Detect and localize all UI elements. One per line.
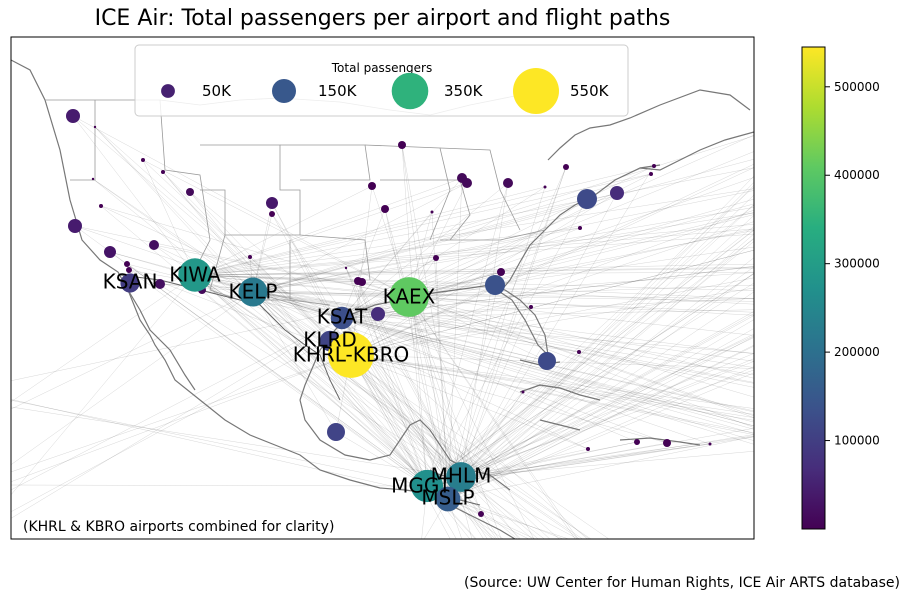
airport-marker [538,352,556,370]
map-frame [10,36,755,540]
airport-marker-kelp [238,277,268,307]
colorbar: 100000 200000 300000 400000 500000 [801,46,880,530]
airport-marker-khrl-kbro [328,332,374,378]
airport-marker [529,305,533,309]
airport-label-klrd: KLRD [303,328,357,352]
airport-marker [462,178,472,188]
airport-marker [652,164,656,168]
airport-marker [161,170,165,174]
airport-marker [93,125,97,129]
airport-marker [358,278,366,286]
airport-marker [368,182,376,190]
legend-entries: 50K 150K 350K 550K [161,68,610,114]
colorbar-tick-label: 300000 [834,257,880,271]
colorbar-tick-label: 200000 [834,345,880,359]
footnote: (KHRL & KBRO airports combined for clari… [23,519,334,535]
airport-marker [521,390,525,394]
colorbar-tick-label: 400000 [834,168,880,182]
legend-label: 150K [318,82,358,100]
airport-marker [124,261,130,267]
airport-marker [610,186,624,200]
airport-label-mggt: MGGT [391,474,452,498]
airport-marker [433,255,439,261]
airport-marker [248,255,252,259]
colorbar-ticks: 100000 200000 300000 400000 500000 [825,80,880,448]
airport-marker [186,188,194,196]
airport-marker [66,109,80,123]
legend-marker [272,79,296,103]
airport-label-ksat: KSAT [317,305,368,329]
airport-marker [663,439,671,447]
airport-marker [634,439,640,445]
airport-marker [269,211,275,217]
airport-marker [563,164,569,170]
airport-marker [708,442,712,446]
legend-marker [391,72,429,110]
airport-label-mslp: MSLP [421,486,474,510]
airport-label-kaex: KAEX [383,285,436,309]
airport-marker [497,268,505,276]
airport-marker [266,197,278,209]
airport-label-ksan: KSAN [103,270,158,294]
airport-marker [430,210,434,214]
legend-label: 50K [202,82,232,100]
airport-marker [577,350,581,354]
airport-marker-kaex [389,277,429,317]
colorbar-tick-label: 500000 [834,80,880,94]
map-title: ICE Air: Total passengers per airport an… [94,6,671,31]
airport-marker [398,141,406,149]
airport-marker [577,189,597,209]
airport-marker [371,307,385,321]
airport-markers [66,109,712,517]
legend: Total passengers 50K 150K 350K 550K [134,44,629,117]
airport-marker [586,447,590,451]
source-note: (Source: UW Center for Human Rights, ICE… [464,575,900,591]
airport-marker [503,178,513,188]
airport-marker [485,275,505,295]
colorbar-gradient [801,46,826,530]
airport-marker [155,279,165,289]
airport-marker [104,246,116,258]
airport-marker [578,226,582,230]
airport-marker-mhlm [446,462,476,492]
colorbar-tick-label: 100000 [834,434,880,448]
airport-marker-mslp [435,486,461,512]
airport-label-mhlm: MHLM [431,464,492,488]
airport-label-kiwa: KIWA [169,263,221,287]
airport-marker [126,267,132,273]
airport-marker [68,219,82,233]
airport-marker [91,177,95,181]
legend-label: 350K [444,82,484,100]
airport-label-kelp: KELP [229,280,278,304]
airport-label-khrl-kbro: KHRL-KBRO [293,343,410,367]
legend-label: 550K [570,82,610,100]
airport-marker [327,423,345,441]
airport-marker [149,240,159,250]
airport-marker-mggt [410,469,444,503]
airport-marker-ksat [330,306,354,330]
legend-marker [513,68,559,114]
legend-title: Total passengers [331,61,433,75]
airport-marker-ksan [120,273,140,293]
airport-marker [141,158,145,162]
airport-marker [99,204,103,208]
airport-marker [344,266,348,270]
airport-marker-kiwa [178,258,212,292]
airport-marker [543,185,547,189]
airport-marker [478,511,484,517]
airport-marker [381,205,389,213]
legend-marker [161,84,175,98]
legend-box [134,44,629,117]
airport-marker [649,172,653,176]
